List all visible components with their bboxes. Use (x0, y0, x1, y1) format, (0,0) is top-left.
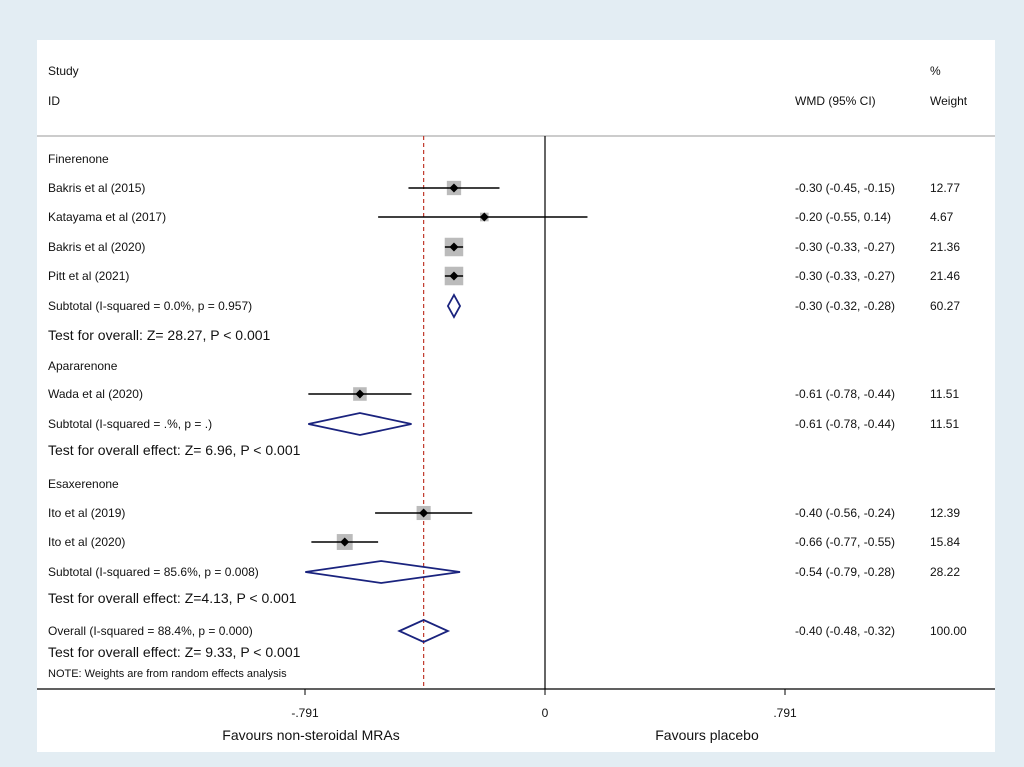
row-label-ito-2020: Ito et al (2020) (48, 535, 126, 549)
row-ci-subtotal-finerenone: -0.30 (-0.32, -0.28) (795, 299, 896, 313)
group-label-finerenone: Finerenone (48, 152, 109, 166)
test-overall-effect: Test for overall effect: Z= 9.33, P < 0.… (48, 644, 301, 660)
row-ci-ito-2019: -0.40 (-0.56, -0.24) (795, 506, 896, 520)
row-weight-pitt-2021: 21.46 (930, 269, 961, 283)
header-wmd-ci: WMD (95% CI) (795, 94, 876, 108)
header-weight: Weight (930, 94, 968, 108)
row-label-subtotal-apararenone: Subtotal (I-squared = .%, p = .) (48, 417, 213, 431)
row-weight-bakris-2020: 21.36 (930, 240, 961, 254)
note-weights: NOTE: Weights are from random effects an… (48, 668, 287, 680)
row-weight-bakris-2015: 12.77 (930, 181, 961, 195)
group-label-apararenone: Apararenone (48, 359, 118, 373)
row-ci-subtotal-esaxerenone: -0.54 (-0.79, -0.28) (795, 565, 896, 579)
row-weight-katayama-2017: 4.67 (930, 210, 954, 224)
test-overall-finerenone: Test for overall: Z= 28.27, P < 0.001 (48, 327, 271, 343)
group-label-esaxerenone: Esaxerenone (48, 477, 119, 491)
row-weight-ito-2020: 15.84 (930, 535, 961, 549)
row-label-subtotal-esaxerenone: Subtotal (I-squared = 85.6%, p = 0.008) (48, 565, 259, 579)
row-ci-overall: -0.40 (-0.48, -0.32) (795, 624, 896, 638)
row-weight-wada-2020: 11.51 (930, 387, 960, 401)
tick-label-zero: 0 (541, 706, 549, 720)
row-ci-subtotal-apararenone: -0.61 (-0.78, -0.44) (795, 417, 896, 431)
row-label-bakris-2015: Bakris et al (2015) (48, 181, 146, 195)
tick-label-neg: -.791 (291, 706, 319, 720)
favours-left-label: Favours non-steroidal MRAs (222, 727, 400, 743)
row-label-katayama-2017: Katayama et al (2017) (48, 210, 167, 224)
row-ci-pitt-2021: -0.30 (-0.33, -0.27) (795, 269, 896, 283)
row-weight-subtotal-esaxerenone: 28.22 (930, 565, 961, 579)
row-ci-bakris-2020: -0.30 (-0.33, -0.27) (795, 240, 896, 254)
row-weight-overall: 100.00 (930, 624, 967, 638)
row-weight-subtotal-finerenone: 60.27 (930, 299, 961, 313)
row-ci-bakris-2015: -0.30 (-0.45, -0.15) (795, 181, 896, 195)
row-label-pitt-2021: Pitt et al (2021) (48, 269, 130, 283)
header-study: Study (48, 64, 79, 78)
row-label-wada-2020: Wada et al (2020) (48, 387, 143, 401)
favours-right-label: Favours placebo (655, 727, 759, 743)
plot-area (37, 40, 995, 752)
row-label-subtotal-finerenone: Subtotal (I-squared = 0.0%, p = 0.957) (48, 299, 253, 313)
row-label-overall: Overall (I-squared = 88.4%, p = 0.000) (48, 624, 253, 638)
header-id: ID (48, 94, 60, 108)
row-label-bakris-2020: Bakris et al (2020) (48, 240, 146, 254)
row-weight-subtotal-apararenone: 11.51 (930, 417, 960, 431)
test-overall-esaxerenone: Test for overall effect: Z=4.13, P < 0.0… (48, 590, 297, 606)
row-weight-ito-2019: 12.39 (930, 506, 961, 520)
row-label-ito-2019: Ito et al (2019) (48, 506, 126, 520)
row-ci-katayama-2017: -0.20 (-0.55, 0.14) (795, 210, 892, 224)
tick-label-pos: .791 (773, 706, 797, 720)
row-ci-wada-2020: -0.61 (-0.78, -0.44) (795, 387, 896, 401)
test-overall-apararenone: Test for overall effect: Z= 6.96, P < 0.… (48, 442, 301, 458)
row-ci-ito-2020: -0.66 (-0.77, -0.55) (795, 535, 896, 549)
header-percent: % (930, 64, 941, 78)
